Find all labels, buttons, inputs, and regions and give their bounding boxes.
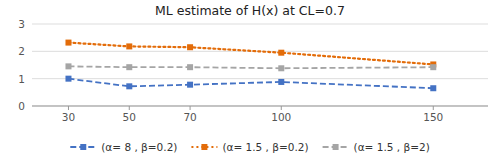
series-line [68,79,433,89]
marker [278,79,284,85]
series [65,40,436,68]
marker [126,64,132,70]
title: ML estimate of H(x) at CL=0.7 [155,3,345,18]
marker [430,64,436,70]
legend-item: (α= 8 , β=0.2) [70,141,177,153]
marker [430,85,436,91]
x-axis-line [32,106,488,107]
legend: (α= 8 , β=0.2) (α= 1.5 , β=0.2) (α= 1.5 , … [70,141,429,153]
chart-container: ML estimate of H(x) at CL=0.7 0 1 2 3 30 50 70 1… [0,0,500,163]
x-tick-label: 30 [62,111,75,123]
x-tick [281,106,282,110]
legend-item: (α= 1.5 , β=0.2) [191,141,308,153]
marker [278,65,284,71]
series-line [68,43,433,65]
x-tick [68,106,69,110]
y-tick-label: 3 [18,18,25,30]
marker [126,43,132,49]
series-line [68,66,433,68]
marker [65,63,71,69]
y-tick-label: 2 [18,45,25,57]
x-tick-label: 150 [423,111,443,123]
plot-area [65,40,436,92]
marker [65,76,71,82]
marker [278,50,284,56]
series [65,76,436,92]
marker [126,83,132,89]
x-tick-label: 70 [183,111,196,123]
series [65,63,436,71]
chart: ML estimate of H(x) at CL=0.7 0 1 2 3 30 50 70 1… [0,0,500,163]
x-tick [433,106,434,110]
legend-label: (α= 1.5 , β=2) [354,141,430,153]
marker [187,82,193,88]
marker [187,44,193,50]
grid-line [32,106,488,107]
x-tick [129,106,130,110]
y-tick-label: 1 [18,73,25,85]
marker [187,64,193,70]
legend-marker [201,144,207,150]
legend-label: (α= 1.5 , β=0.2) [222,141,308,153]
x-tick-label: 100 [271,111,291,123]
x-tick-label: 50 [123,111,136,123]
marker [65,40,71,46]
legend-marker [333,144,339,150]
grid [32,24,488,106]
legend-item: (α= 1.5 , β=2) [323,141,430,153]
y-tick-label: 0 [18,100,25,112]
grid-line [32,24,488,25]
x-tick [190,106,191,110]
legend-marker [80,144,86,150]
grid-line [32,78,488,79]
legend-label: (α= 8 , β=0.2) [101,141,177,153]
